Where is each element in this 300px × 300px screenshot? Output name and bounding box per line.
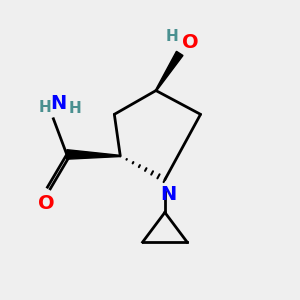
Text: O: O (38, 194, 54, 213)
Text: O: O (182, 33, 199, 52)
Text: N: N (50, 94, 66, 113)
Text: H: H (68, 101, 81, 116)
Text: H: H (166, 29, 178, 44)
Polygon shape (155, 51, 183, 91)
Text: H: H (38, 100, 51, 115)
Polygon shape (67, 150, 120, 159)
Text: N: N (160, 185, 177, 204)
